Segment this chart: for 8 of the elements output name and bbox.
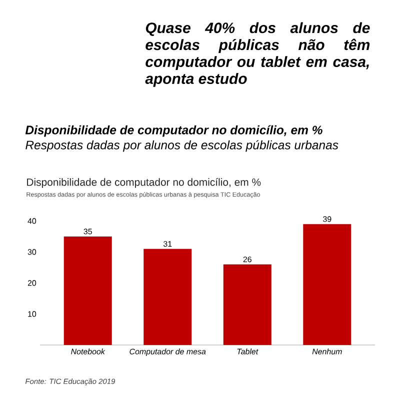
text: Disponibilidade de computador no domicílio, em % [25, 125, 322, 137]
bar [223, 264, 272, 345]
bar [303, 224, 352, 345]
bar [144, 248, 192, 345]
chart-title: Disponibilidade de computador no domicílio, em % [27, 178, 261, 188]
text: Respostas dadas por alunos de escolas públicas urbanas [26, 140, 338, 152]
bar [64, 236, 112, 345]
text: Quase 40% dos alunos de escolas públicas não têm computador ou tablet em casa, aponta estudo [145, 22, 370, 87]
